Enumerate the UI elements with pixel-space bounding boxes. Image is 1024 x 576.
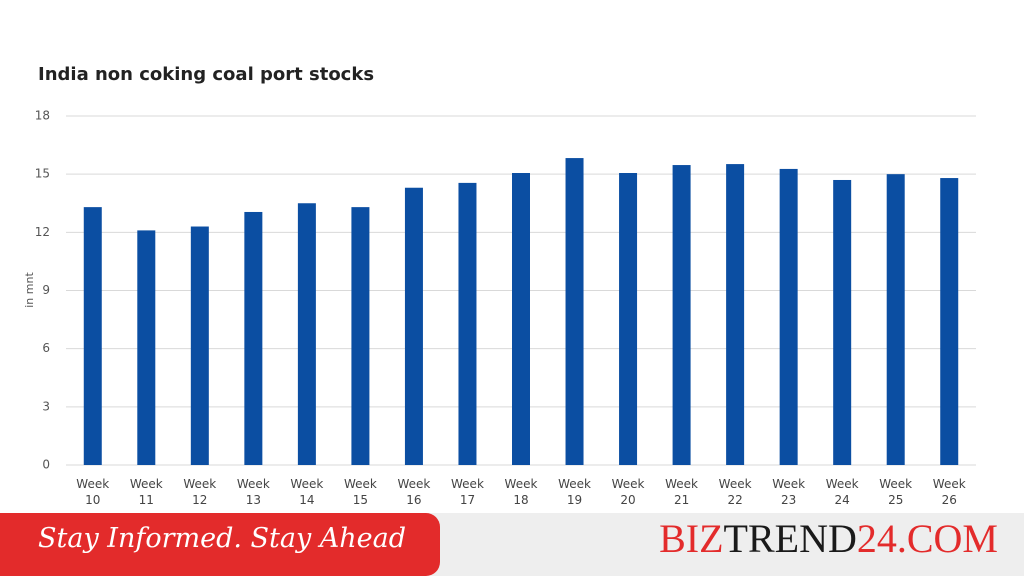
x-tick-label: Week 25 xyxy=(879,477,913,507)
bar xyxy=(190,226,209,465)
y-tick-label: 3 xyxy=(42,399,50,413)
bar xyxy=(779,168,798,465)
bar xyxy=(565,158,584,465)
brand: BIZTREND24.COM xyxy=(659,515,998,563)
y-tick-label: 0 xyxy=(42,458,50,472)
bar xyxy=(297,203,316,465)
x-tick-label: Week 24 xyxy=(825,477,859,507)
x-tick-label: Week 17 xyxy=(451,477,484,507)
y-tick-label: 9 xyxy=(42,283,50,297)
bar xyxy=(137,230,156,465)
x-tick-label: Week 15 xyxy=(343,477,377,507)
bar xyxy=(458,182,477,465)
x-tick-label: Week 16 xyxy=(397,477,431,507)
bar xyxy=(833,179,852,465)
x-tick-label: Week 20 xyxy=(611,477,645,507)
x-tick-label: Week 26 xyxy=(932,477,966,507)
tagline: Stay Informed. Stay Ahead xyxy=(0,513,440,576)
bar xyxy=(619,173,638,465)
x-tick-label: Week 13 xyxy=(236,477,270,507)
x-tick-label: Week 18 xyxy=(504,477,538,507)
x-tick-label: Week 10 xyxy=(76,477,110,507)
bar xyxy=(404,187,423,465)
y-axis-label: in mnt xyxy=(23,272,36,308)
x-tick-label: Week 21 xyxy=(665,477,699,507)
chart-title: India non coking coal port stocks xyxy=(38,64,375,85)
x-tick-label: Week 23 xyxy=(772,477,806,507)
x-tick-label: Week 19 xyxy=(558,477,591,507)
brand-part: BIZ xyxy=(659,516,724,561)
bar xyxy=(672,165,691,465)
y-tick-label: 15 xyxy=(35,167,50,181)
bar xyxy=(244,211,263,465)
brand-part: TREND xyxy=(723,516,857,561)
y-tick-label: 6 xyxy=(42,341,50,355)
bar xyxy=(940,178,959,466)
brand-part: 24.COM xyxy=(856,516,998,561)
y-tick-label: 12 xyxy=(35,225,50,239)
bar xyxy=(83,207,102,465)
x-tick-label: Week 11 xyxy=(129,477,163,507)
x-tick-label: Week 14 xyxy=(290,477,324,507)
x-tick-label: Week 22 xyxy=(718,477,752,507)
y-tick-label: 18 xyxy=(35,109,50,123)
bar xyxy=(512,173,530,465)
bar xyxy=(351,207,370,465)
x-tick-label: Week 12 xyxy=(183,477,217,507)
bar xyxy=(886,174,905,465)
bar xyxy=(726,164,745,465)
